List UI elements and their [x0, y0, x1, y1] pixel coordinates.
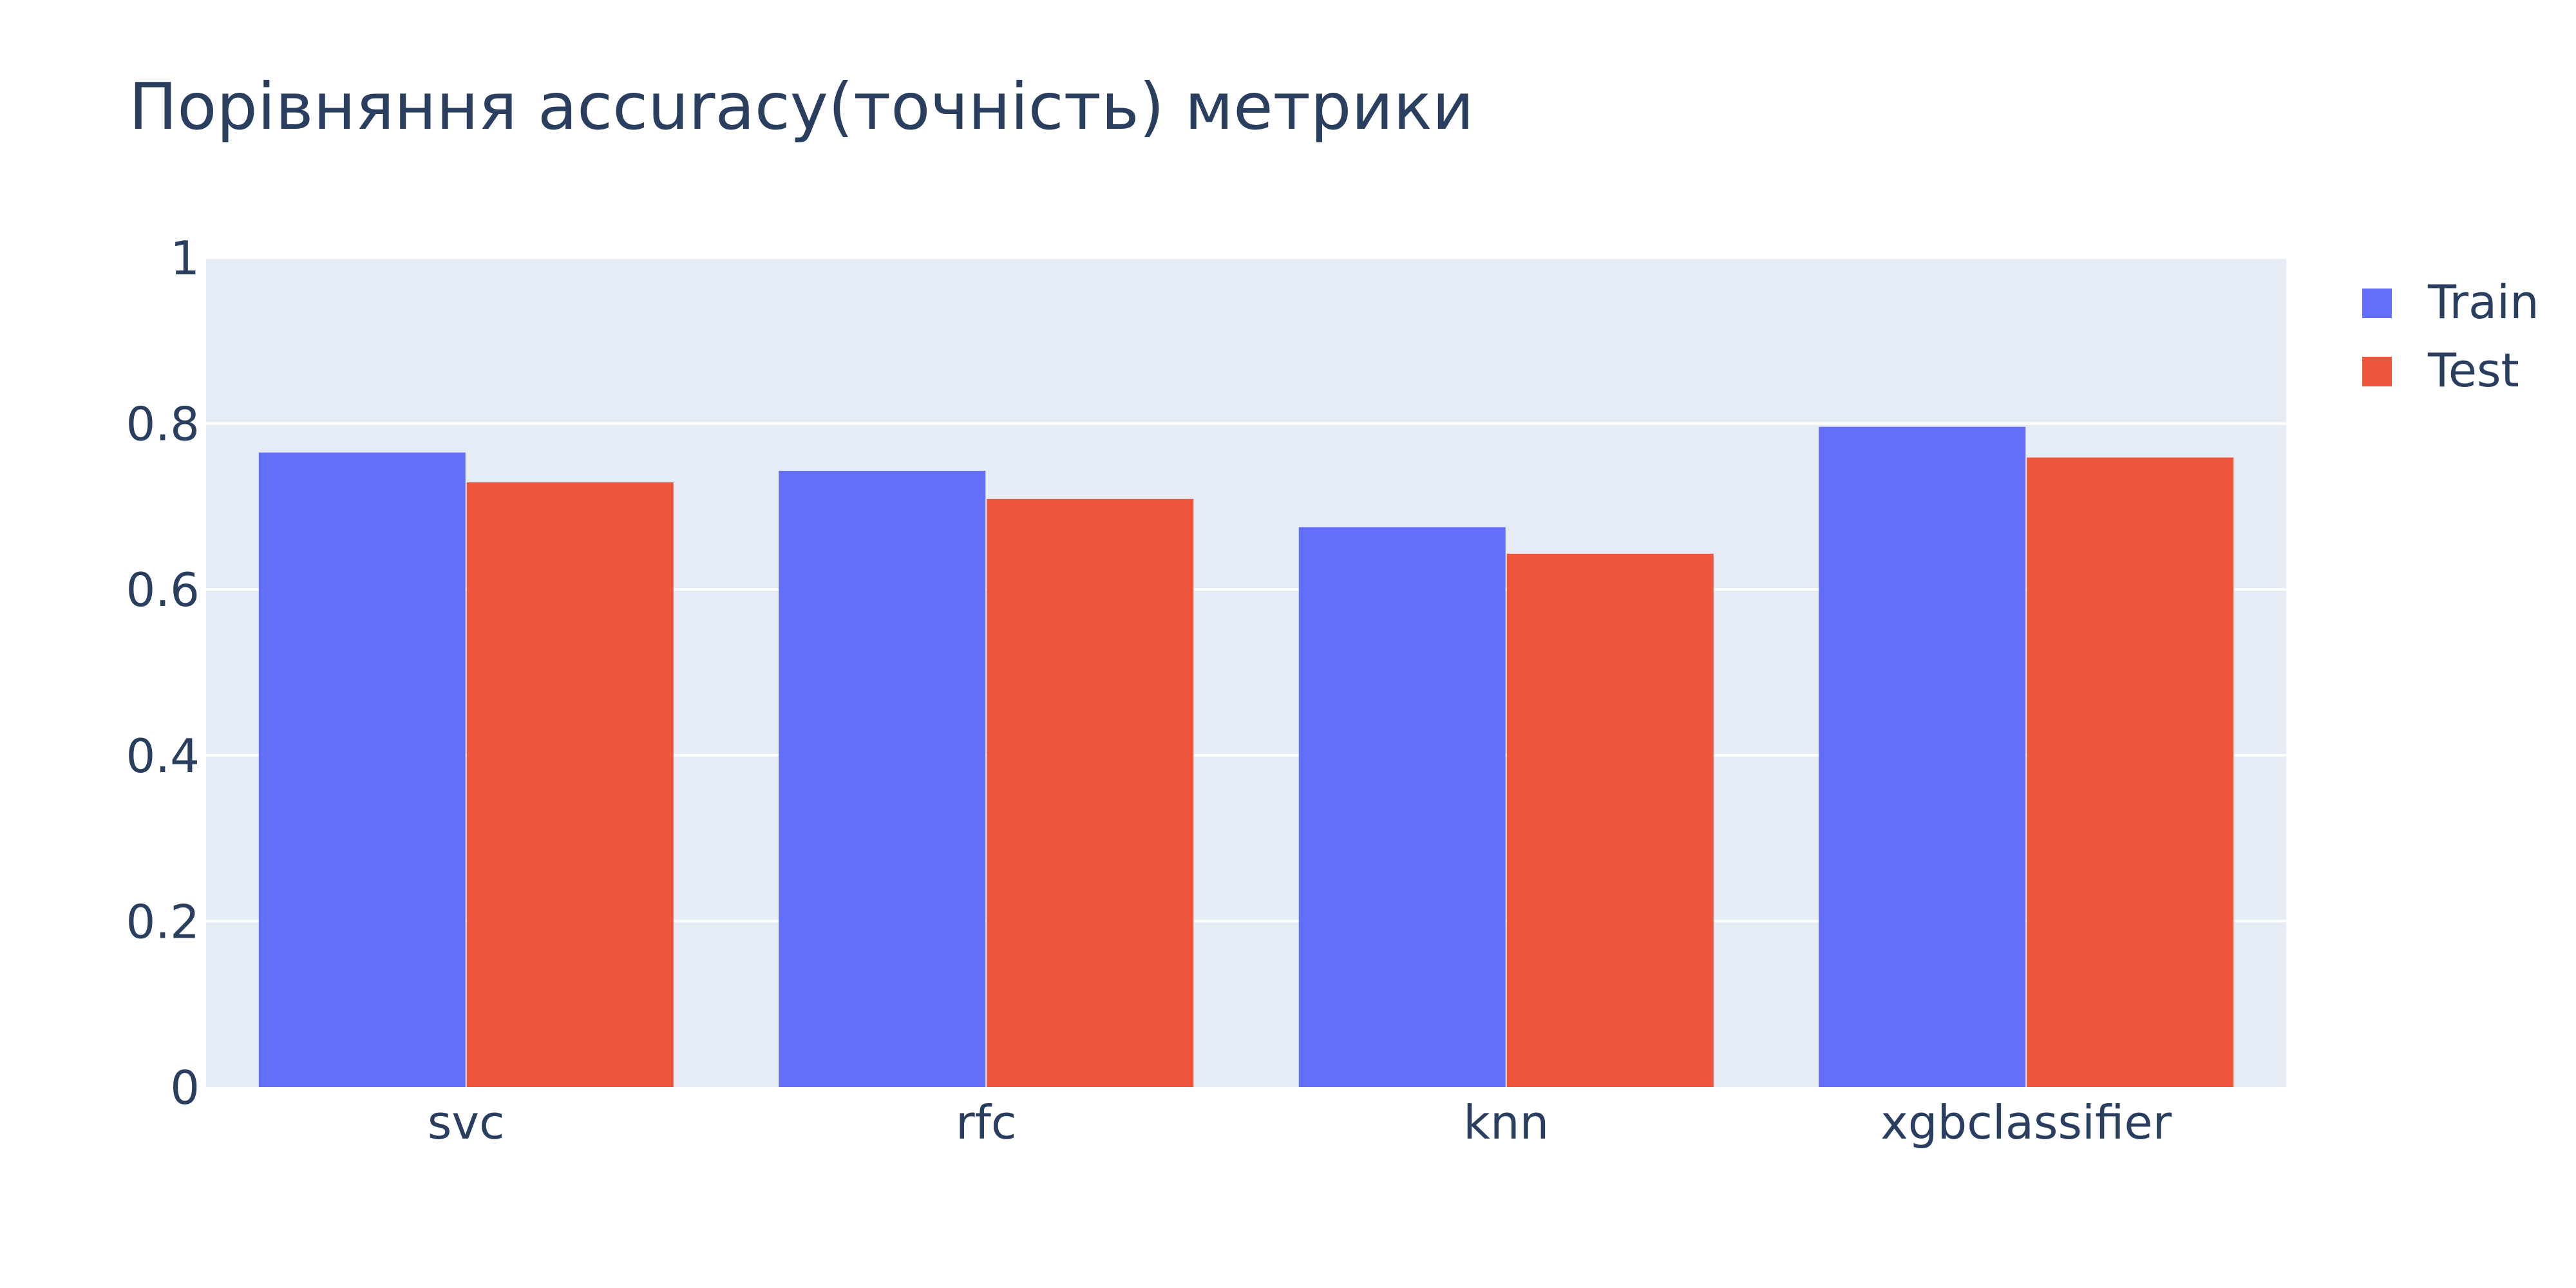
y-tick-label: 0.4: [126, 729, 200, 783]
bar-test-knn: [1506, 553, 1714, 1087]
x-tick-label: rfc: [956, 1095, 1017, 1150]
legend-label-test: Test: [2427, 343, 2519, 397]
y-tick-label: 1: [170, 231, 200, 285]
y-tick-label: 0: [170, 1061, 200, 1115]
x-tick-label: knn: [1463, 1095, 1549, 1150]
y-tick-label: 0.2: [126, 895, 200, 949]
chart-title: Порівняння accuracy(точність) метрики: [129, 69, 1474, 144]
y-axis-ticks: 0 0.2 0.4 0.6 0.8 1: [126, 231, 200, 1115]
x-tick-label: svc: [428, 1095, 505, 1150]
bar-train-svc: [258, 452, 466, 1087]
bar-test-xgbclassifier: [2027, 457, 2234, 1087]
bar-train-xgbclassifier: [1819, 426, 2026, 1088]
bar-test-svc: [466, 482, 674, 1087]
legend-label-train: Train: [2427, 275, 2539, 329]
x-tick-label: xgbclassifier: [1880, 1095, 2172, 1150]
y-tick-label: 0.6: [126, 563, 200, 617]
bar-train-knn: [1298, 527, 1506, 1087]
bars: [258, 426, 2234, 1088]
bar-test-rfc: [987, 498, 1194, 1087]
bar-train-rfc: [779, 471, 986, 1087]
legend: Train Test: [2362, 275, 2539, 397]
x-axis-ticks: svc rfc knn xgbclassifier: [428, 1095, 2172, 1150]
y-tick-label: 0.8: [126, 397, 200, 451]
legend-swatch-train: [2362, 289, 2392, 318]
legend-swatch-test: [2362, 357, 2392, 386]
